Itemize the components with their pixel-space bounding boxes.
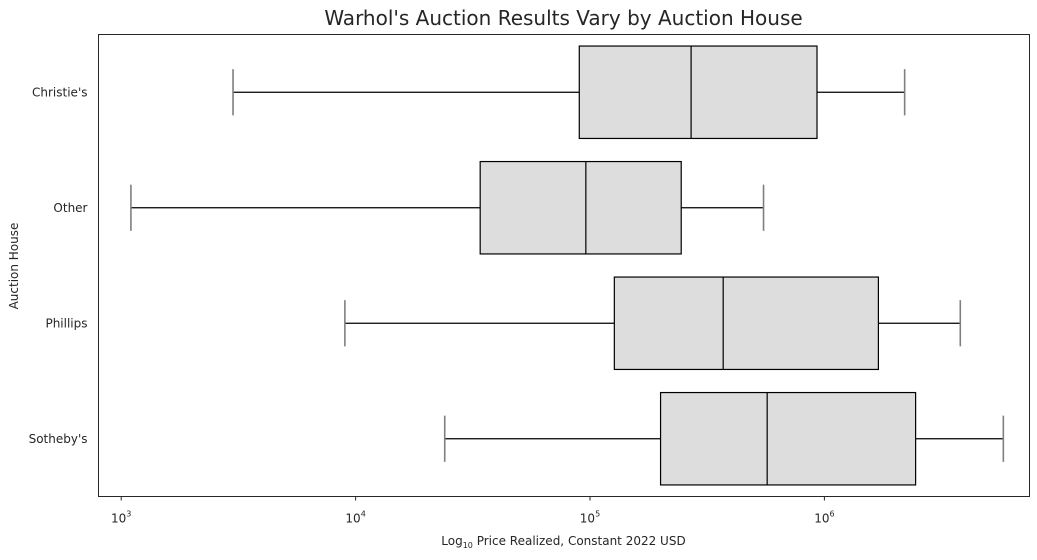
boxes-layer bbox=[130, 45, 1005, 486]
x-tick-label: 105 bbox=[580, 510, 600, 526]
y-axis-label: Auction House bbox=[7, 223, 21, 310]
x-tick-label: 106 bbox=[814, 510, 834, 526]
x-tick-label: 103 bbox=[111, 510, 131, 526]
box-body bbox=[578, 45, 818, 140]
y-tick-label: Other bbox=[53, 201, 87, 215]
plot-area-frame bbox=[98, 34, 1030, 497]
chart-title: Warhol's Auction Results Vary by Auction… bbox=[324, 6, 802, 30]
y-tick-label: Sotheby's bbox=[29, 432, 88, 446]
box-phillips bbox=[344, 276, 962, 371]
box-body bbox=[479, 160, 682, 255]
x-tick-label: 104 bbox=[345, 510, 365, 526]
box-body bbox=[659, 391, 917, 486]
x-tick-labels: 103 104 105 106 bbox=[111, 496, 835, 526]
box-christie-s bbox=[232, 45, 906, 140]
y-tick-labels: Christie's Other Phillips Sotheby's bbox=[29, 85, 88, 446]
box-other bbox=[130, 160, 765, 255]
y-tick-label: Christie's bbox=[32, 85, 87, 99]
y-tick-label: Phillips bbox=[45, 316, 87, 330]
box-sotheby-s bbox=[443, 391, 1005, 486]
x-axis-label: Log10 Price Realized, Constant 2022 USD bbox=[441, 534, 685, 550]
box-body bbox=[613, 276, 880, 371]
